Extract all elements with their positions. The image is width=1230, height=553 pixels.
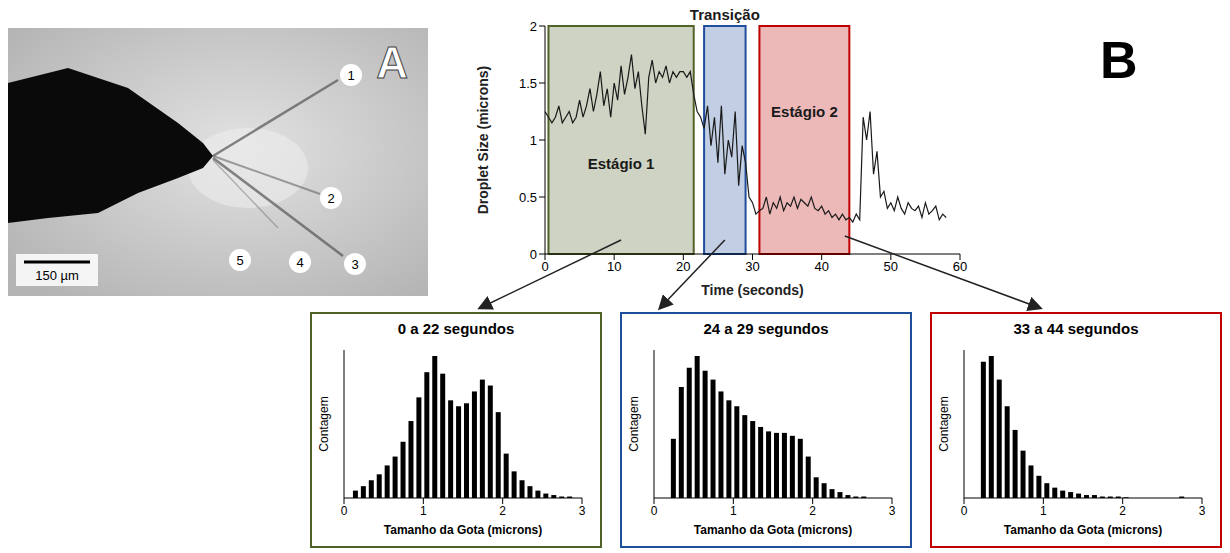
svg-text:2: 2: [1119, 504, 1126, 518]
svg-text:0: 0: [341, 504, 348, 518]
html-text:B: B: [1100, 31, 1138, 89]
html-text:0 a 22 segundos: 0 a 22 segundos: [397, 320, 515, 337]
svg-text:150 µm: 150 µm: [35, 268, 79, 283]
svg-text:0.5: 0.5: [519, 190, 537, 205]
svg-text:3: 3: [1199, 504, 1206, 518]
svg-text:Tamanho da Gota (microns): Tamanho da Gota (microns): [1004, 523, 1162, 537]
svg-text:1.5: 1.5: [519, 76, 537, 91]
svg-text:2: 2: [809, 504, 816, 518]
svg-text:4: 4: [296, 255, 303, 270]
svg-text:10: 10: [607, 259, 621, 274]
svg-text:1: 1: [730, 504, 737, 518]
svg-text:50: 50: [884, 259, 898, 274]
svg-text:Estágio 1: Estágio 1: [588, 155, 655, 172]
svg-text:1: 1: [347, 68, 354, 83]
svg-text:2: 2: [499, 504, 506, 518]
svg-text:Contagem: Contagem: [937, 396, 951, 451]
svg-text:1: 1: [1040, 504, 1047, 518]
svg-text:20: 20: [676, 259, 690, 274]
svg-text:Transição: Transição: [690, 6, 760, 23]
svg-text:Time (seconds): Time (seconds): [701, 282, 803, 298]
svg-text:Tamanho da Gota (microns): Tamanho da Gota (microns): [384, 523, 542, 537]
svg-text:0: 0: [651, 504, 658, 518]
svg-text:Estágio 2: Estágio 2: [771, 103, 838, 120]
svg-text:0: 0: [961, 504, 968, 518]
svg-text:0: 0: [541, 259, 548, 274]
html-text:33 a 44 segundos: 33 a 44 segundos: [1013, 320, 1139, 337]
html-text:24 a 29 segundos: 24 a 29 segundos: [703, 320, 829, 337]
svg-text:5: 5: [236, 253, 243, 268]
svg-text:2: 2: [530, 19, 537, 34]
svg-text:40: 40: [814, 259, 828, 274]
svg-text:30: 30: [745, 259, 759, 274]
svg-text:60: 60: [953, 259, 967, 274]
svg-text:Contagem: Contagem: [317, 396, 331, 451]
svg-text:3: 3: [579, 504, 586, 518]
svg-text:Droplet Size (microns): Droplet Size (microns): [475, 66, 491, 215]
svg-text:Tamanho da Gota (microns): Tamanho da Gota (microns): [694, 523, 852, 537]
svg-text:3: 3: [351, 257, 358, 272]
svg-text:0: 0: [530, 247, 537, 262]
svg-text:1: 1: [530, 133, 537, 148]
svg-text:A: A: [376, 38, 408, 87]
svg-text:2: 2: [327, 191, 334, 206]
svg-text:Contagem: Contagem: [627, 396, 641, 451]
svg-text:1: 1: [420, 504, 427, 518]
svg-text:3: 3: [889, 504, 896, 518]
